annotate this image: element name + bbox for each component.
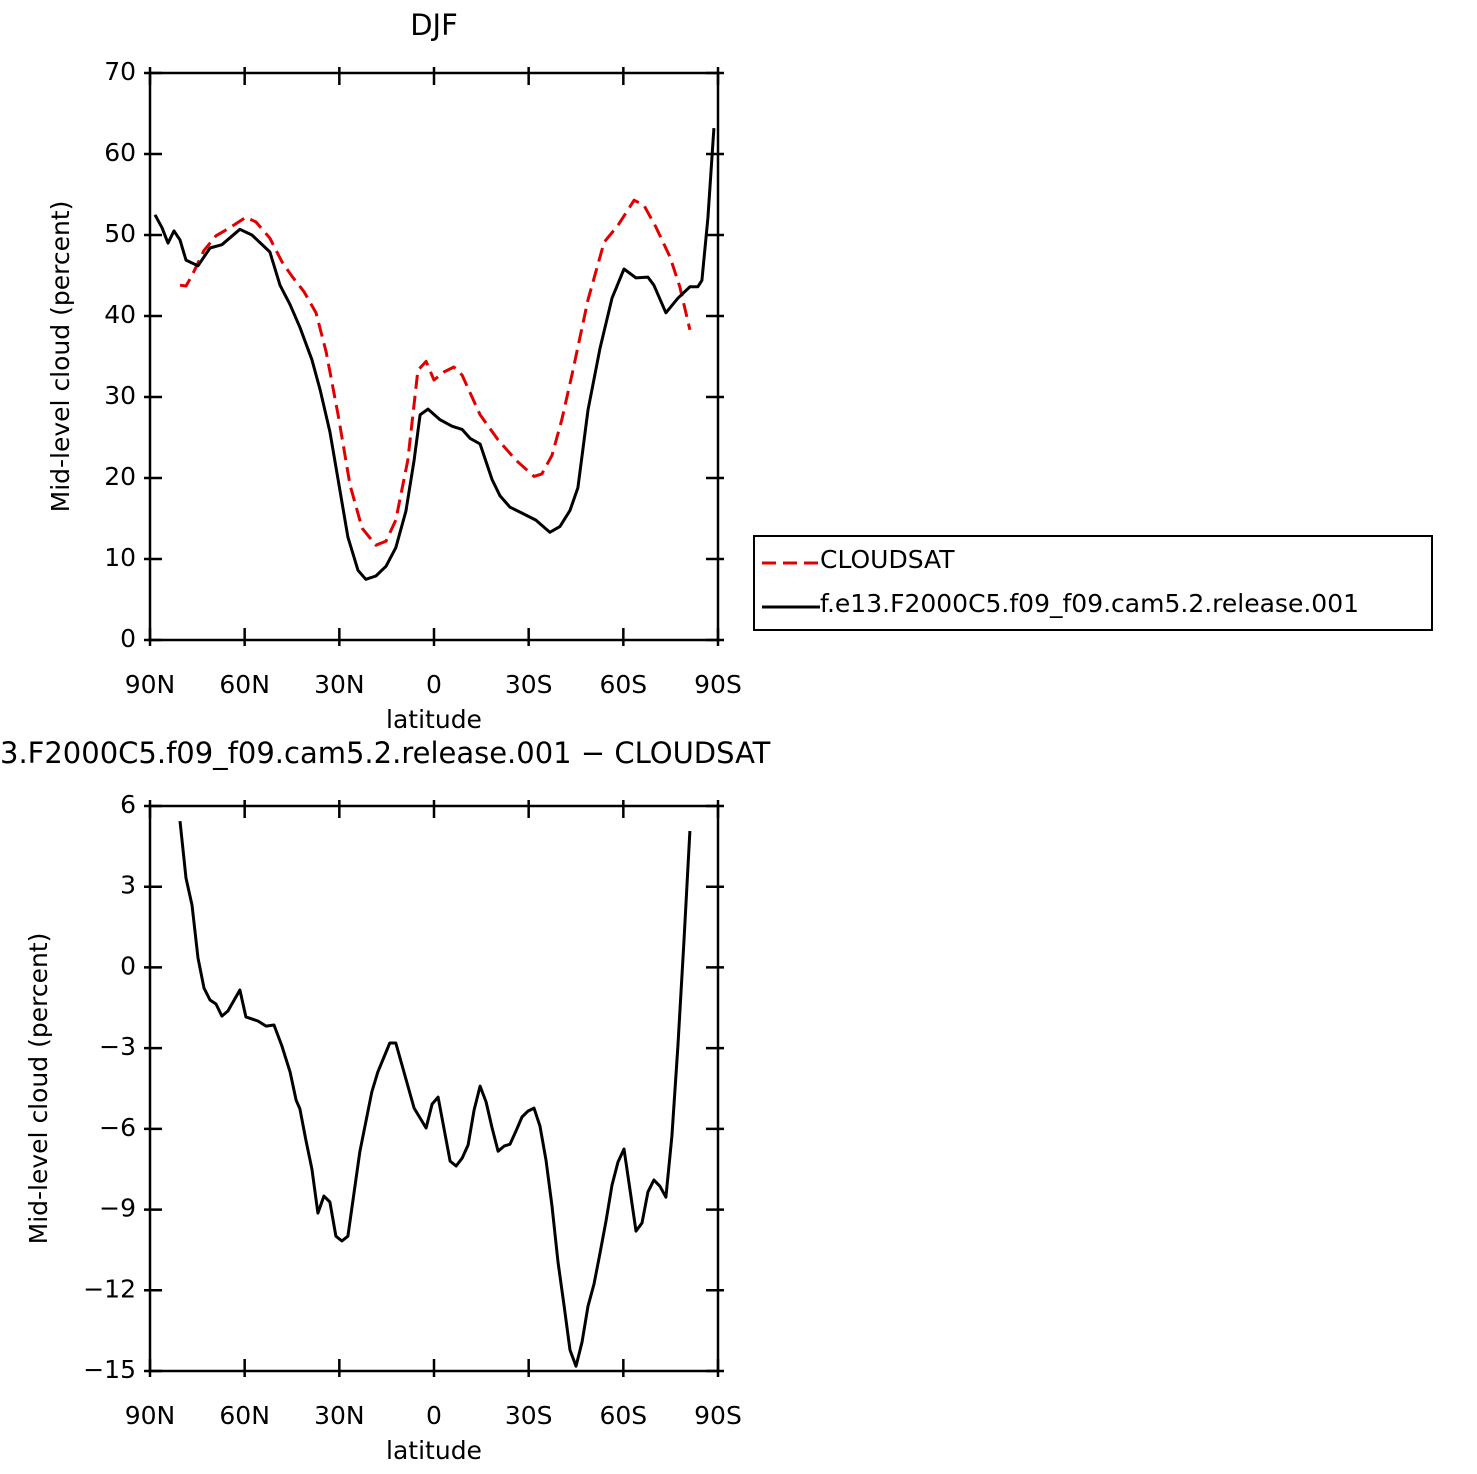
y-tick-label: 60 [104,138,136,167]
y-tick-label: −3 [99,1032,136,1061]
y-tick-label: −6 [99,1113,136,1142]
x-tick-label: 90S [694,1401,742,1430]
x-tick-label: 60S [599,670,647,699]
plot-frame [148,804,720,1373]
x-tick-label: 90N [125,1401,176,1430]
y-tick-label: −9 [99,1194,136,1223]
y-axis-label: Mid-level cloud (percent) [46,201,75,513]
x-tick-label: 30N [314,670,365,699]
data-line [178,820,692,1368]
y-tick-label: 10 [104,543,136,572]
x-axis-label: latitude [386,705,482,734]
plot-frame [148,71,720,642]
y-tick-label: 30 [104,381,136,410]
y-tick-label: −12 [83,1274,136,1303]
x-tick-label: 30S [505,670,553,699]
y-tick-label: 0 [120,951,136,980]
x-tick-label: 60N [219,1401,270,1430]
y-tick-label: 20 [104,462,136,491]
y-tick-label: 0 [120,624,136,653]
y-axis-label: Mid-level cloud (percent) [24,933,53,1245]
legend-box [753,535,1433,631]
y-tick-label: 3 [120,871,136,900]
y-tick-label: −15 [83,1355,136,1384]
y-tick-label: 6 [120,790,136,819]
data-line [179,198,692,547]
legend-label: CLOUDSAT [820,545,955,574]
y-tick-label: 70 [104,57,136,86]
x-tick-label: 0 [426,670,442,699]
x-tick-label: 60N [219,670,270,699]
x-tick-label: 30N [314,1401,365,1430]
x-axis-label: latitude [386,1436,482,1465]
y-tick-label: 40 [104,300,136,329]
chart-title: DJF [410,8,458,42]
legend-label: f.e13.F2000C5.f09_f09.cam5.2.release.001 [820,589,1359,618]
chart-title: 3.F2000C5.f09_f09.cam5.2.release.001 − C… [0,736,771,770]
y-tick-label: 50 [104,219,136,248]
x-tick-label: 60S [599,1401,647,1430]
data-line [153,128,716,581]
x-tick-label: 30S [505,1401,553,1430]
x-tick-label: 90N [125,670,176,699]
x-tick-label: 0 [426,1401,442,1430]
x-tick-label: 90S [694,670,742,699]
